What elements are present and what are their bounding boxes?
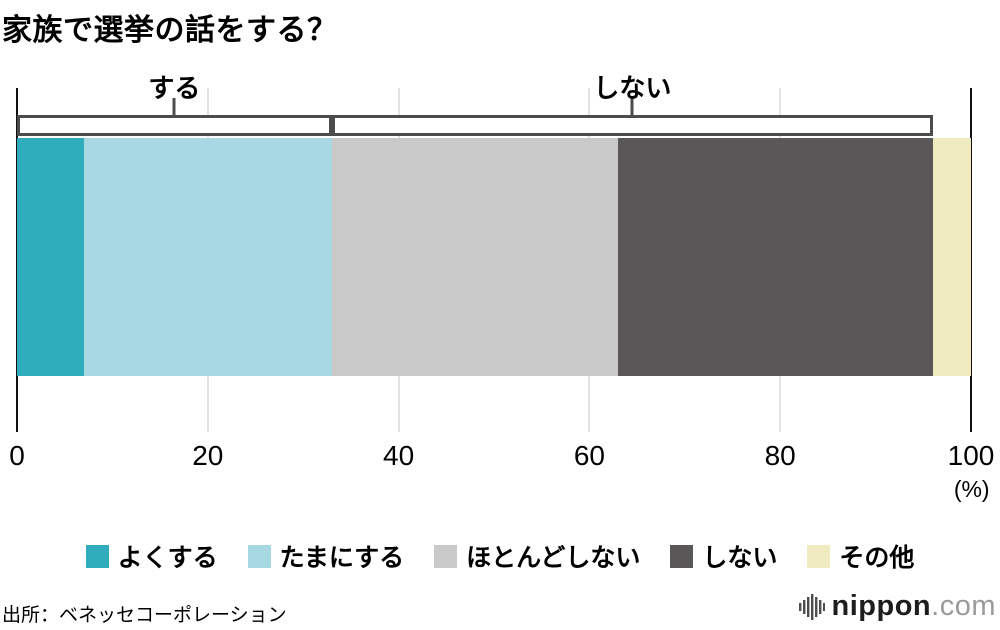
source-text: 出所：ベネッセコーポレーション — [2, 605, 287, 626]
logo-name: nippon — [831, 590, 932, 622]
legend-swatch — [434, 544, 458, 568]
x-axis: 0 20 40 60 80 100 — [9, 88, 994, 471]
legend-item-4: しない — [670, 538, 777, 574]
x-tick-label: 100 — [947, 440, 995, 471]
x-tick-label: 40 — [383, 440, 415, 471]
group-label-1: する — [148, 73, 201, 103]
x-tick-label: 20 — [192, 440, 224, 471]
nippon-logo: nippon .com — [798, 590, 996, 623]
legend-item-5: その他 — [807, 538, 914, 574]
legend-item-2: たまにする — [247, 538, 405, 574]
legend-swatch — [85, 544, 109, 568]
legend-label: ほとんどしない — [466, 544, 641, 572]
group-bracket-tick-1 — [172, 98, 176, 115]
group-label-2: しない — [593, 73, 672, 103]
legend-swatch — [247, 544, 271, 568]
waveform-icon — [798, 593, 825, 620]
legend-label: よくする — [117, 544, 218, 572]
legend-swatch — [670, 544, 694, 568]
bar-segment-2 — [83, 138, 332, 376]
group-bracket-box-1 — [17, 115, 332, 136]
bar-segment-4 — [617, 138, 933, 376]
group-brackets: する しない — [17, 73, 971, 432]
x-axis-unit-label: (%) — [953, 476, 990, 502]
x-tick-label: 0 — [9, 440, 25, 471]
bar-segment-3 — [331, 138, 618, 376]
bar-segment-5 — [932, 138, 971, 376]
plot-area: する しない 0 20 40 60 80 100 (%) — [9, 73, 994, 502]
legend-swatch — [807, 544, 831, 568]
legend-label: その他 — [839, 544, 915, 572]
legend-label: しない — [702, 544, 778, 572]
axis-boundary-line — [970, 88, 972, 432]
legend: よくする たまにする ほとんどしない しない その他 — [0, 538, 1000, 574]
bar-segment-1 — [17, 138, 84, 376]
legend-item-1: よくする — [85, 538, 218, 574]
chart-title: 家族で選挙の話をする？ — [2, 14, 338, 47]
logo-wordmark: nippon .com — [832, 590, 996, 623]
stacked-bar — [17, 138, 971, 376]
x-tick-label: 60 — [573, 440, 605, 471]
legend-label: たまにする — [279, 544, 405, 572]
group-bracket-tick-2 — [630, 98, 634, 115]
group-bracket-box-2 — [331, 115, 933, 136]
x-tick-label: 80 — [764, 440, 796, 471]
legend-item-3: ほとんどしない — [434, 538, 640, 574]
logo-tld: .com — [931, 590, 996, 622]
